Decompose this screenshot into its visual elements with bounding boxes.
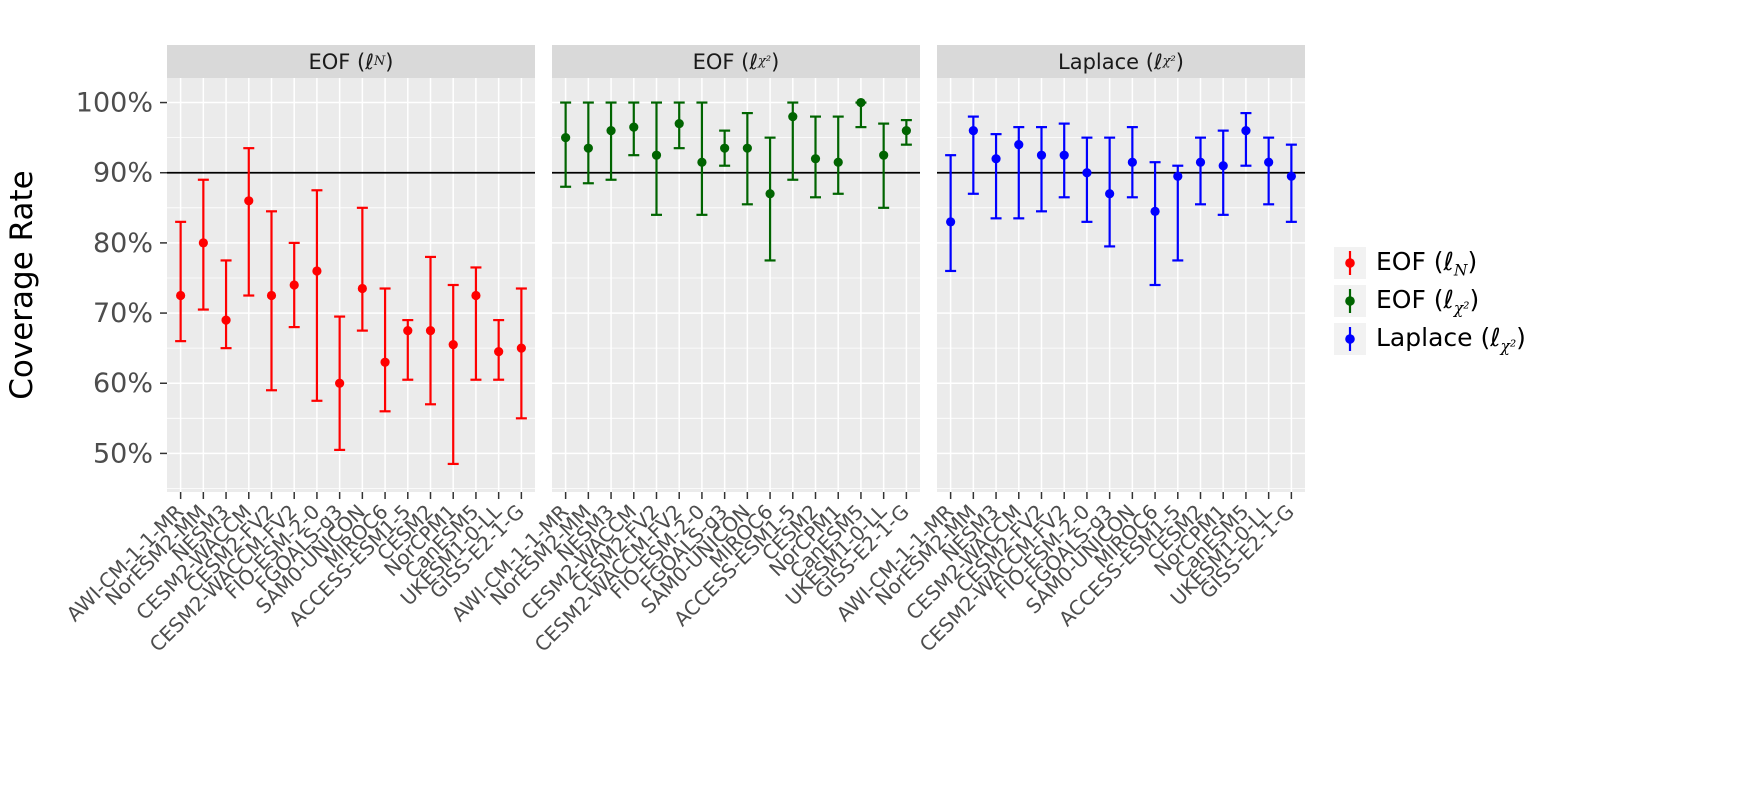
facet-strip-laplace-lchi2: Laplace (ℓ χ²) (937, 45, 1305, 78)
x-tick-label: AWI-CM-1-1-MR (62, 499, 189, 626)
legend-key-pointrange-icon (1334, 323, 1366, 355)
strip-label-suffix: ) (771, 49, 780, 74)
strip-label-sub: N (373, 54, 386, 69)
pointrange (470, 266, 482, 381)
pointrange (1058, 122, 1070, 199)
pointrange (1081, 136, 1093, 223)
pointrange (560, 101, 572, 188)
pointrange (741, 111, 753, 206)
legend-item-laplace-lchi2: Laplace (ℓχ²) (1334, 322, 1526, 356)
y-tick-label: 50% (93, 438, 153, 469)
pointrange (810, 115, 822, 199)
pointrange (673, 101, 685, 150)
pointrange (243, 147, 255, 297)
pointrange (515, 287, 527, 420)
legend-key-pointrange-icon (1334, 247, 1366, 279)
strip-label-suffix: ) (385, 49, 394, 74)
pointrange (356, 206, 368, 332)
pointrange (1217, 129, 1229, 216)
pointrange (1149, 161, 1161, 287)
pointrange (990, 133, 1002, 220)
pointrange (878, 122, 890, 209)
pointrange (605, 101, 617, 181)
pointrange (582, 101, 594, 185)
pointrange (1126, 126, 1138, 199)
pointrange (628, 101, 640, 157)
pointrange (900, 119, 912, 146)
y-axis-title: Coverage Rate (4, 170, 40, 399)
legend: EOF (ℓN) EOF (ℓχ²) Laplace (ℓχ²) (1334, 246, 1526, 356)
strip-label-prefix: EOF (ℓ (308, 49, 374, 74)
pointrange (1263, 136, 1275, 206)
pointrange (696, 101, 708, 216)
panel-background (552, 78, 920, 492)
facet-strip-eof-ln: EOF (ℓ N) (167, 45, 535, 78)
pointrange (288, 241, 300, 329)
pointrange (1013, 126, 1025, 220)
legend-key-pointrange-icon (1334, 285, 1366, 317)
pointrange (425, 255, 437, 406)
pointrange (719, 129, 731, 167)
pointrange (1172, 164, 1184, 262)
pointrange (1240, 111, 1252, 167)
pointrange (764, 136, 776, 262)
pointrange (1285, 143, 1297, 223)
y-tick-label: 90% (93, 158, 153, 189)
pointrange (855, 97, 867, 129)
legend-label: Laplace (ℓχ²) (1376, 322, 1526, 356)
strip-label-prefix: Laplace (ℓ (1058, 49, 1163, 74)
pointrange (334, 315, 346, 451)
legend-label: EOF (ℓχ²) (1376, 284, 1480, 318)
pointrange (447, 283, 459, 466)
pointrange (402, 318, 414, 381)
pointrange (265, 210, 277, 392)
pointrange (832, 115, 844, 195)
legend-item-eof-ln: EOF (ℓN) (1334, 246, 1526, 280)
pointrange (787, 101, 799, 181)
facet-strip-eof-lchi2: EOF (ℓ χ²) (552, 45, 920, 78)
pointrange (945, 154, 957, 273)
legend-item-eof-lchi2: EOF (ℓχ²) (1334, 284, 1526, 318)
pointrange (967, 115, 979, 195)
pointrange (220, 259, 232, 350)
pointrange (1195, 136, 1207, 206)
strip-label-sub: χ² (758, 54, 772, 69)
pointrange (493, 318, 505, 381)
pointrange (175, 220, 187, 343)
y-tick-label: 100% (76, 88, 153, 119)
y-tick-label: 80% (93, 228, 153, 259)
y-tick-label: 70% (93, 298, 153, 329)
y-tick-label: 60% (93, 368, 153, 399)
strip-label-suffix: ) (1175, 49, 1184, 74)
pointrange (650, 101, 662, 216)
strip-label-sub: χ² (1162, 54, 1176, 69)
panel-background (167, 78, 535, 492)
pointrange (1035, 126, 1047, 213)
pointrange (379, 287, 391, 413)
pointrange (311, 189, 323, 402)
pointrange (1104, 136, 1116, 248)
strip-label-prefix: EOF (ℓ (692, 49, 759, 74)
panel-background (937, 78, 1305, 492)
pointrange (197, 178, 209, 311)
legend-label: EOF (ℓN) (1376, 246, 1478, 280)
